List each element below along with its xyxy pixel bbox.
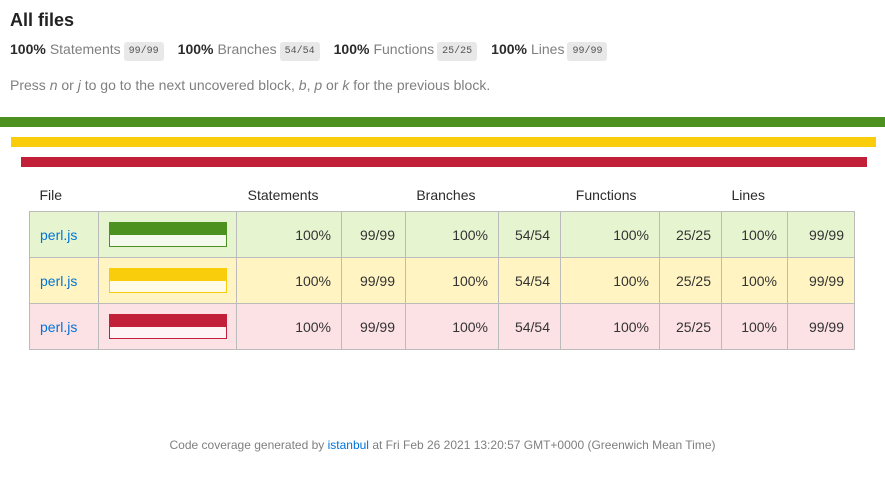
- functions-raw-cell: 25/25: [659, 211, 722, 258]
- lines-raw-cell: 99/99: [787, 211, 855, 258]
- file-cell: perl.js: [29, 211, 99, 258]
- footer-text-suffix: at Fri Feb 26 2021 13:20:57 GMT+0000 (Gr…: [368, 438, 716, 452]
- file-link[interactable]: perl.js: [40, 318, 78, 335]
- column-header-file[interactable]: File: [39, 187, 63, 203]
- summary-lines: 100% Lines 99/99: [491, 41, 608, 61]
- status-line-medium: [11, 137, 876, 147]
- key-k: k: [342, 77, 350, 93]
- functions-pct-cell: 100%: [560, 211, 660, 258]
- table-header-row: File Statements Branches Functions Lines: [30, 179, 855, 212]
- coverage-bar: [109, 268, 227, 293]
- functions-raw-cell: 25/25: [659, 257, 722, 304]
- lines-raw-cell: 99/99: [787, 257, 855, 304]
- status-line-low: [21, 157, 867, 167]
- statements-fraction-badge: 99/99: [123, 42, 164, 61]
- statements-pct: 100%: [10, 41, 46, 57]
- statements-raw-cell: 99/99: [341, 303, 406, 350]
- coverage-bar: [109, 222, 227, 247]
- coverage-table: File Statements Branches Functions Lines…: [29, 179, 855, 350]
- functions-fraction-badge: 25/25: [437, 42, 478, 61]
- summary-branches: 100% Branches 54/54: [177, 41, 320, 61]
- functions-raw-cell: 25/25: [659, 303, 722, 350]
- key-b: b: [298, 77, 307, 93]
- status-line-high: [0, 117, 885, 127]
- coverage-bar-empty: [109, 326, 227, 339]
- coverage-summary: 100% Statements 99/99 100% Branches 54/54 10…: [10, 41, 875, 61]
- branches-pct-cell: 100%: [405, 303, 499, 350]
- report-header: All files 100% Statements 99/99 100% Branch…: [0, 0, 885, 117]
- column-header-functions[interactable]: Functions: [575, 187, 637, 203]
- summary-functions: 100% Functions 25/25: [333, 41, 478, 61]
- file-link[interactable]: perl.js: [40, 272, 78, 289]
- branches-pct-cell: 100%: [405, 211, 499, 258]
- statements-label: Statements: [49, 41, 121, 57]
- keyboard-hint: Press n or j to go to the next uncovered…: [10, 77, 491, 93]
- functions-pct: 100%: [333, 41, 370, 57]
- statements-pct-cell: 100%: [236, 211, 342, 258]
- lines-pct-cell: 100%: [721, 257, 788, 304]
- coverage-bar-fill: [109, 314, 227, 326]
- branches-raw-cell: 54/54: [498, 303, 561, 350]
- table-row-high: perl.js 100% 99/99 100% 54/54 100% 25/25…: [29, 211, 855, 258]
- coverage-bar-fill: [109, 268, 227, 280]
- key-j: j: [77, 77, 81, 93]
- file-cell: perl.js: [29, 303, 99, 350]
- lines-raw-cell: 99/99: [787, 303, 855, 350]
- summary-statements: 100% Statements 99/99: [10, 41, 164, 61]
- lines-label: Lines: [530, 41, 565, 57]
- column-header-functions-raw[interactable]: [660, 179, 722, 212]
- key-n: n: [49, 77, 58, 93]
- statements-pct-cell: 100%: [236, 257, 342, 304]
- lines-fraction-badge: 99/99: [567, 42, 608, 61]
- coverage-bar: [109, 314, 227, 339]
- page-title: All files: [10, 10, 75, 30]
- branches-pct-cell: 100%: [405, 257, 499, 304]
- branches-label: Branches: [217, 41, 277, 57]
- column-header-statements[interactable]: Statements: [247, 187, 319, 203]
- statements-pct-cell: 100%: [236, 303, 342, 350]
- statements-raw-cell: 99/99: [341, 257, 406, 304]
- istanbul-link[interactable]: istanbul: [327, 438, 369, 452]
- report-footer: Code coverage generated by istanbul at F…: [0, 438, 885, 452]
- chart-cell: [98, 211, 237, 258]
- coverage-bar-fill: [109, 222, 227, 234]
- report-page: All files 100% Statements 99/99 100% Branch…: [0, 0, 885, 452]
- branches-raw-cell: 54/54: [498, 257, 561, 304]
- lines-pct-cell: 100%: [721, 303, 788, 350]
- table-row-medium: perl.js 100% 99/99 100% 54/54 100% 25/25…: [29, 257, 855, 304]
- file-cell: perl.js: [29, 257, 99, 304]
- column-header-lines-raw[interactable]: [788, 179, 855, 212]
- coverage-table-container: File Statements Branches Functions Lines…: [0, 177, 885, 360]
- column-header-chart[interactable]: [99, 179, 237, 212]
- statements-raw-cell: 99/99: [341, 211, 406, 258]
- file-link[interactable]: perl.js: [40, 226, 78, 243]
- footer-text-prefix: Code coverage generated by: [169, 438, 328, 452]
- coverage-bar-empty: [109, 234, 227, 247]
- table-row-low: perl.js 100% 99/99 100% 54/54 100% 25/25…: [29, 303, 855, 350]
- chart-cell: [98, 303, 237, 350]
- branches-pct: 100%: [177, 41, 214, 57]
- column-header-lines[interactable]: Lines: [731, 187, 765, 203]
- functions-label: Functions: [373, 41, 435, 57]
- column-header-branches-raw[interactable]: [499, 179, 561, 212]
- key-p: p: [314, 77, 323, 93]
- column-header-statements-raw[interactable]: [342, 179, 406, 212]
- coverage-bar-empty: [109, 280, 227, 293]
- lines-pct-cell: 100%: [721, 211, 788, 258]
- lines-pct: 100%: [491, 41, 527, 57]
- functions-pct-cell: 100%: [560, 303, 660, 350]
- branches-raw-cell: 54/54: [498, 211, 561, 258]
- branches-fraction-badge: 54/54: [279, 42, 320, 61]
- column-header-branches[interactable]: Branches: [416, 187, 476, 203]
- chart-cell: [98, 257, 237, 304]
- functions-pct-cell: 100%: [560, 257, 660, 304]
